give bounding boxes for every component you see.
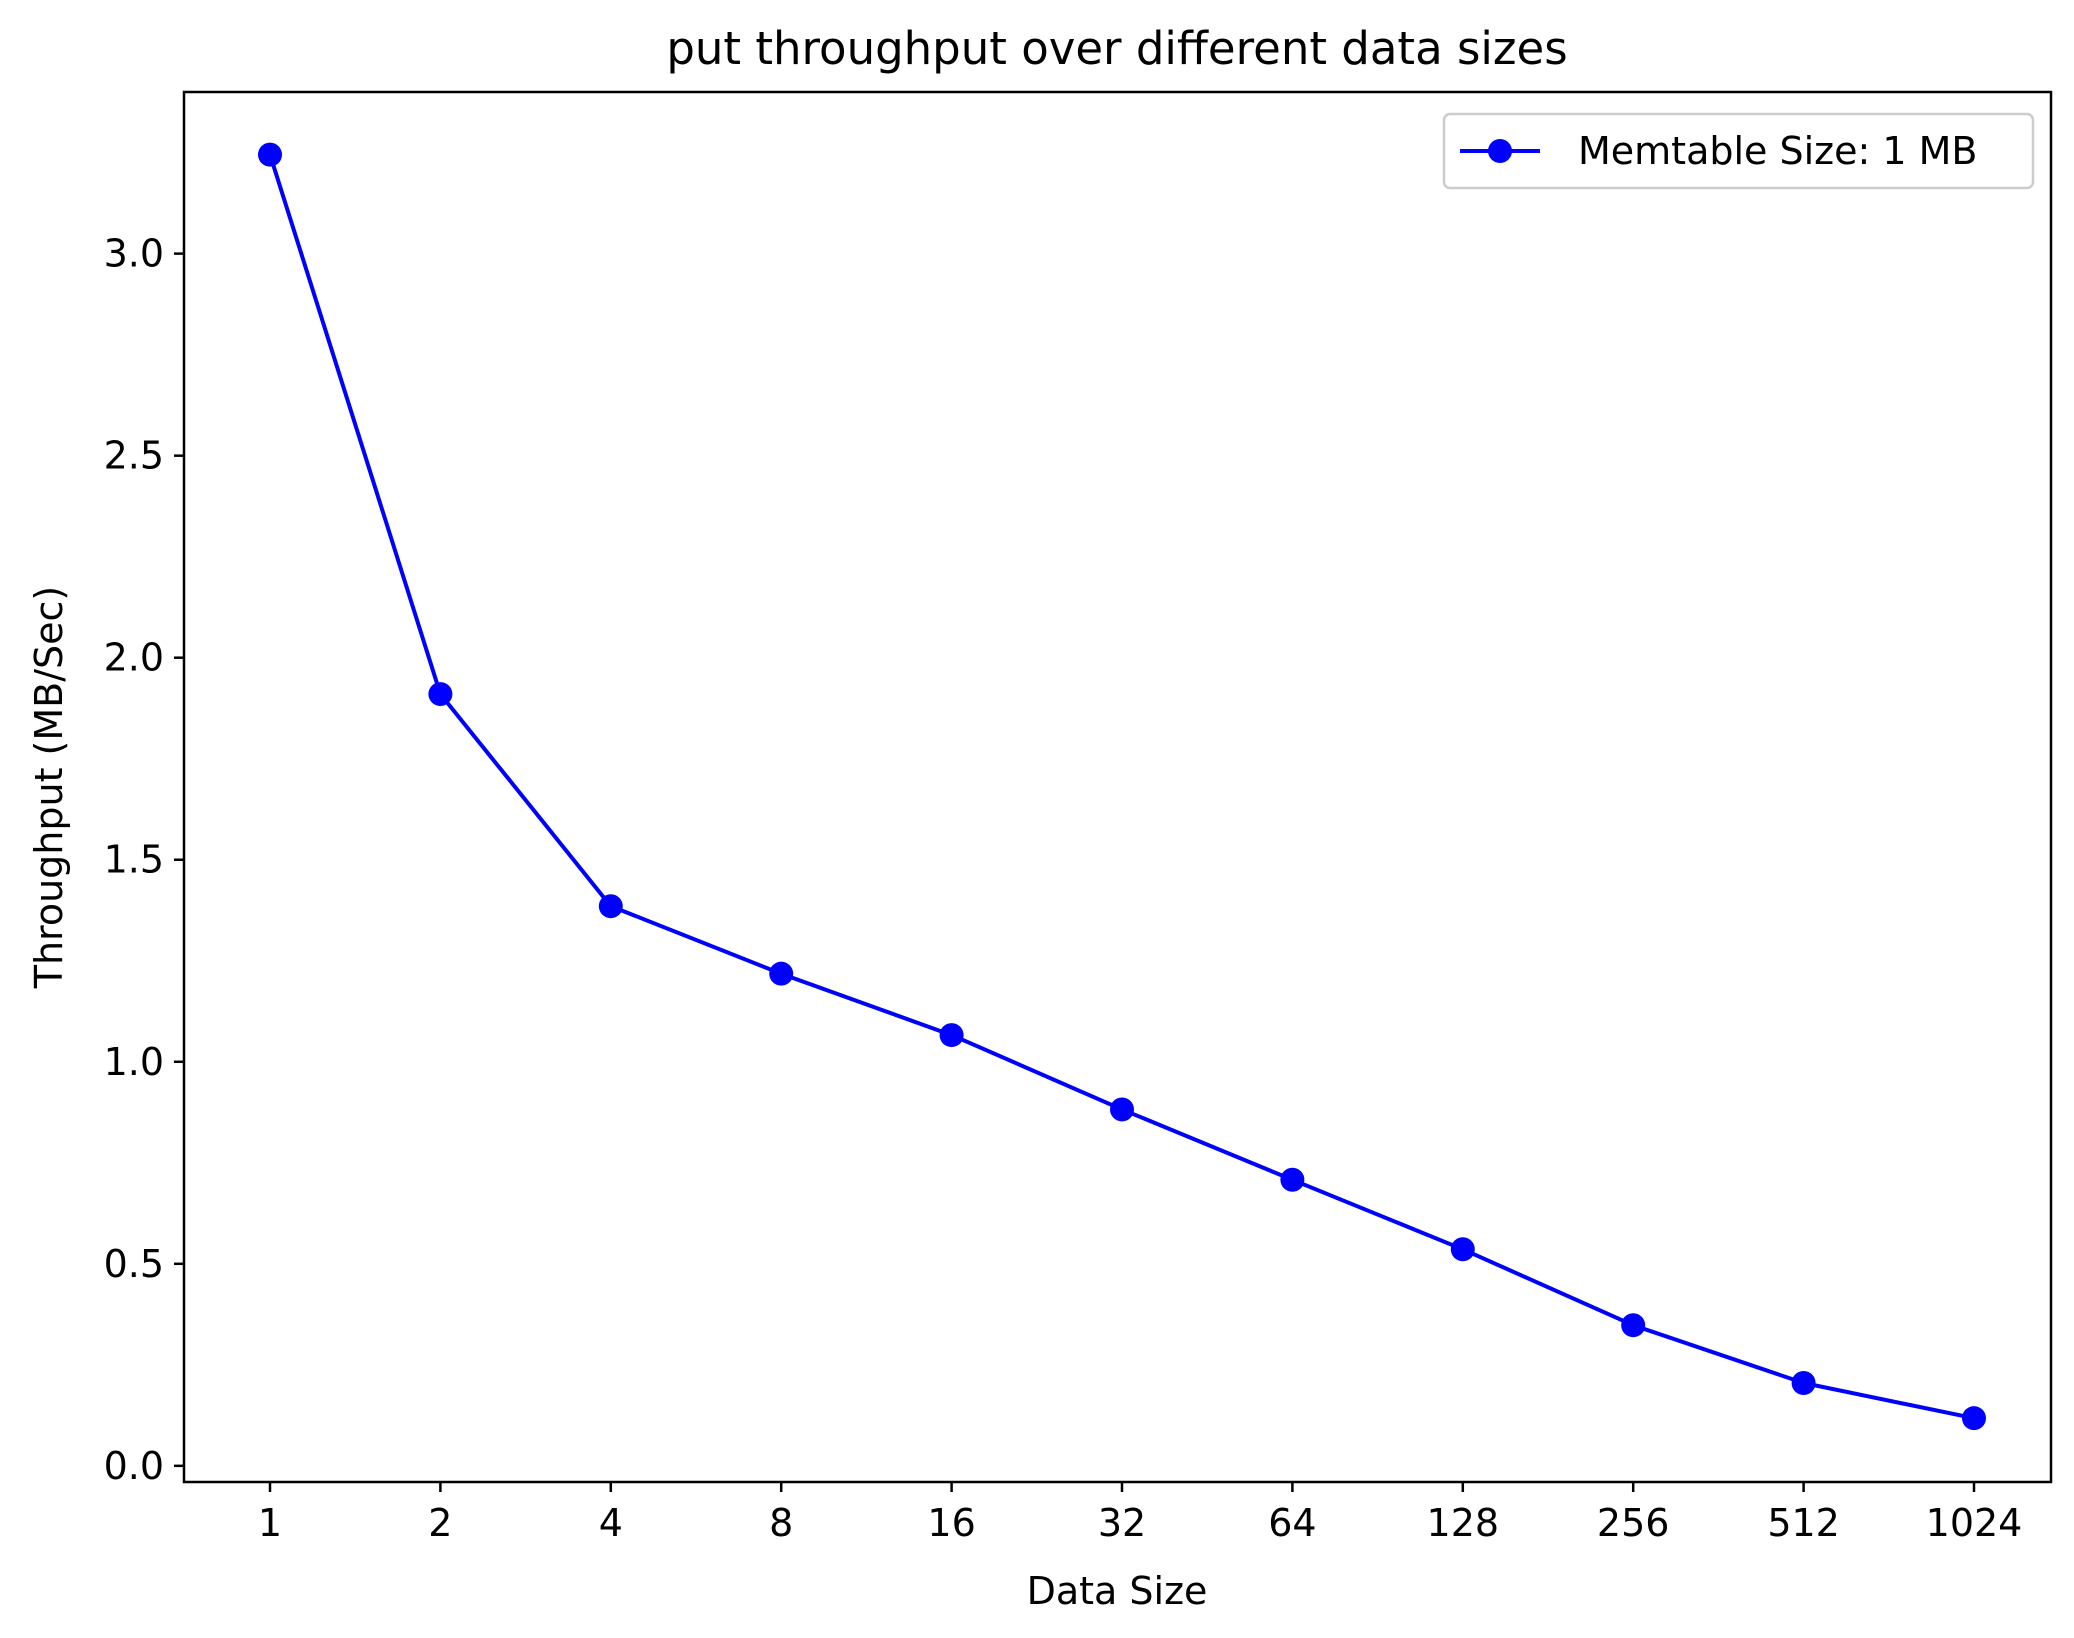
- y-tick-label: 0.0: [104, 1444, 164, 1488]
- y-tick-label: 0.5: [104, 1242, 164, 1286]
- x-tick-label: 512: [1767, 1501, 1840, 1545]
- y-tick-label: 1.0: [104, 1040, 164, 1084]
- x-tick-label: 16: [927, 1501, 975, 1545]
- y-tick-label: 1.5: [104, 838, 164, 882]
- chart-title: put throughput over different data sizes: [666, 22, 1567, 75]
- plot-frame: [182, 90, 2053, 1484]
- x-tick-label: 256: [1597, 1501, 1670, 1545]
- y-tick-label: 2.0: [104, 636, 164, 680]
- x-tick-label: 8: [769, 1501, 793, 1545]
- data-point: [428, 682, 453, 707]
- data-point: [939, 1023, 964, 1048]
- data-point: [1621, 1313, 1646, 1338]
- legend-entry-label: Memtable Size: 1 MB: [1578, 129, 1978, 173]
- x-axis-ticks: 1 2 4 8 16 32 64 128 256 512 1024: [258, 1482, 2022, 1545]
- legend: Memtable Size: 1 MB: [1442, 112, 2035, 190]
- y-axis-title: Throughput (MB/Sec): [27, 586, 71, 990]
- legend-box: [1442, 112, 2035, 190]
- x-axis-title: Data Size: [1027, 1569, 1208, 1613]
- x-tick-label: 1024: [1926, 1501, 2023, 1545]
- x-tick-label: 128: [1427, 1501, 1500, 1545]
- data-point: [1110, 1097, 1134, 1122]
- x-tick-label: 64: [1268, 1501, 1316, 1545]
- data-point: [1962, 1406, 1986, 1431]
- data-point: [1450, 1237, 1475, 1262]
- x-tick-label: 1: [258, 1501, 282, 1545]
- data-point: [1280, 1167, 1305, 1192]
- data-point: [769, 961, 794, 986]
- y-axis-ticks: 0.0 0.5 1.0 1.5 2.0 2.5 3.0: [104, 232, 184, 1488]
- data-point: [598, 894, 623, 919]
- data-point: [258, 142, 282, 167]
- series-layer: [258, 142, 1986, 1431]
- y-tick-label: 2.5: [104, 434, 164, 478]
- x-tick-label: 4: [599, 1501, 623, 1545]
- data-point: [1791, 1371, 1816, 1396]
- x-tick-label: 32: [1098, 1501, 1146, 1545]
- legend-marker-sample: [1488, 139, 1512, 163]
- y-tick-label: 3.0: [104, 232, 164, 276]
- x-tick-label: 2: [428, 1501, 452, 1545]
